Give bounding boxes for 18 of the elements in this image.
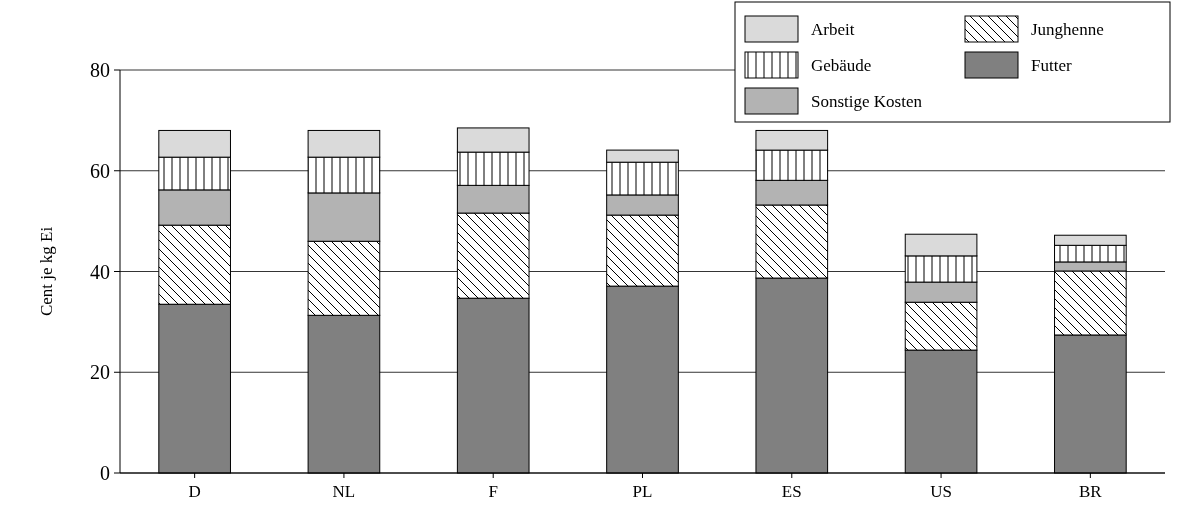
x-tick-label: BR [1079, 482, 1103, 501]
x-tick-label: ES [781, 482, 802, 501]
x-tick-label: PL [632, 482, 653, 501]
legend-label: Sonstige Kosten [811, 91, 923, 111]
y-tick-label: 80 [90, 59, 110, 81]
legend-label: Junghenne [1031, 19, 1104, 39]
x-tick-label: US [930, 482, 952, 501]
legend-label: Gebäude [811, 55, 872, 75]
y-tick-label: 0 [100, 462, 110, 484]
y-tick-label: 60 [90, 159, 110, 182]
legend-label: Arbeit [811, 19, 855, 39]
y-axis-title: Cent je kg Ei [37, 226, 56, 317]
x-tick-label: D [188, 482, 201, 501]
x-tick-label: NL [332, 482, 356, 501]
y-tick-label: 40 [90, 260, 110, 283]
x-tick-label: F [488, 482, 498, 501]
y-tick-label: 20 [90, 361, 110, 384]
legend-label: Futter [1031, 55, 1072, 75]
